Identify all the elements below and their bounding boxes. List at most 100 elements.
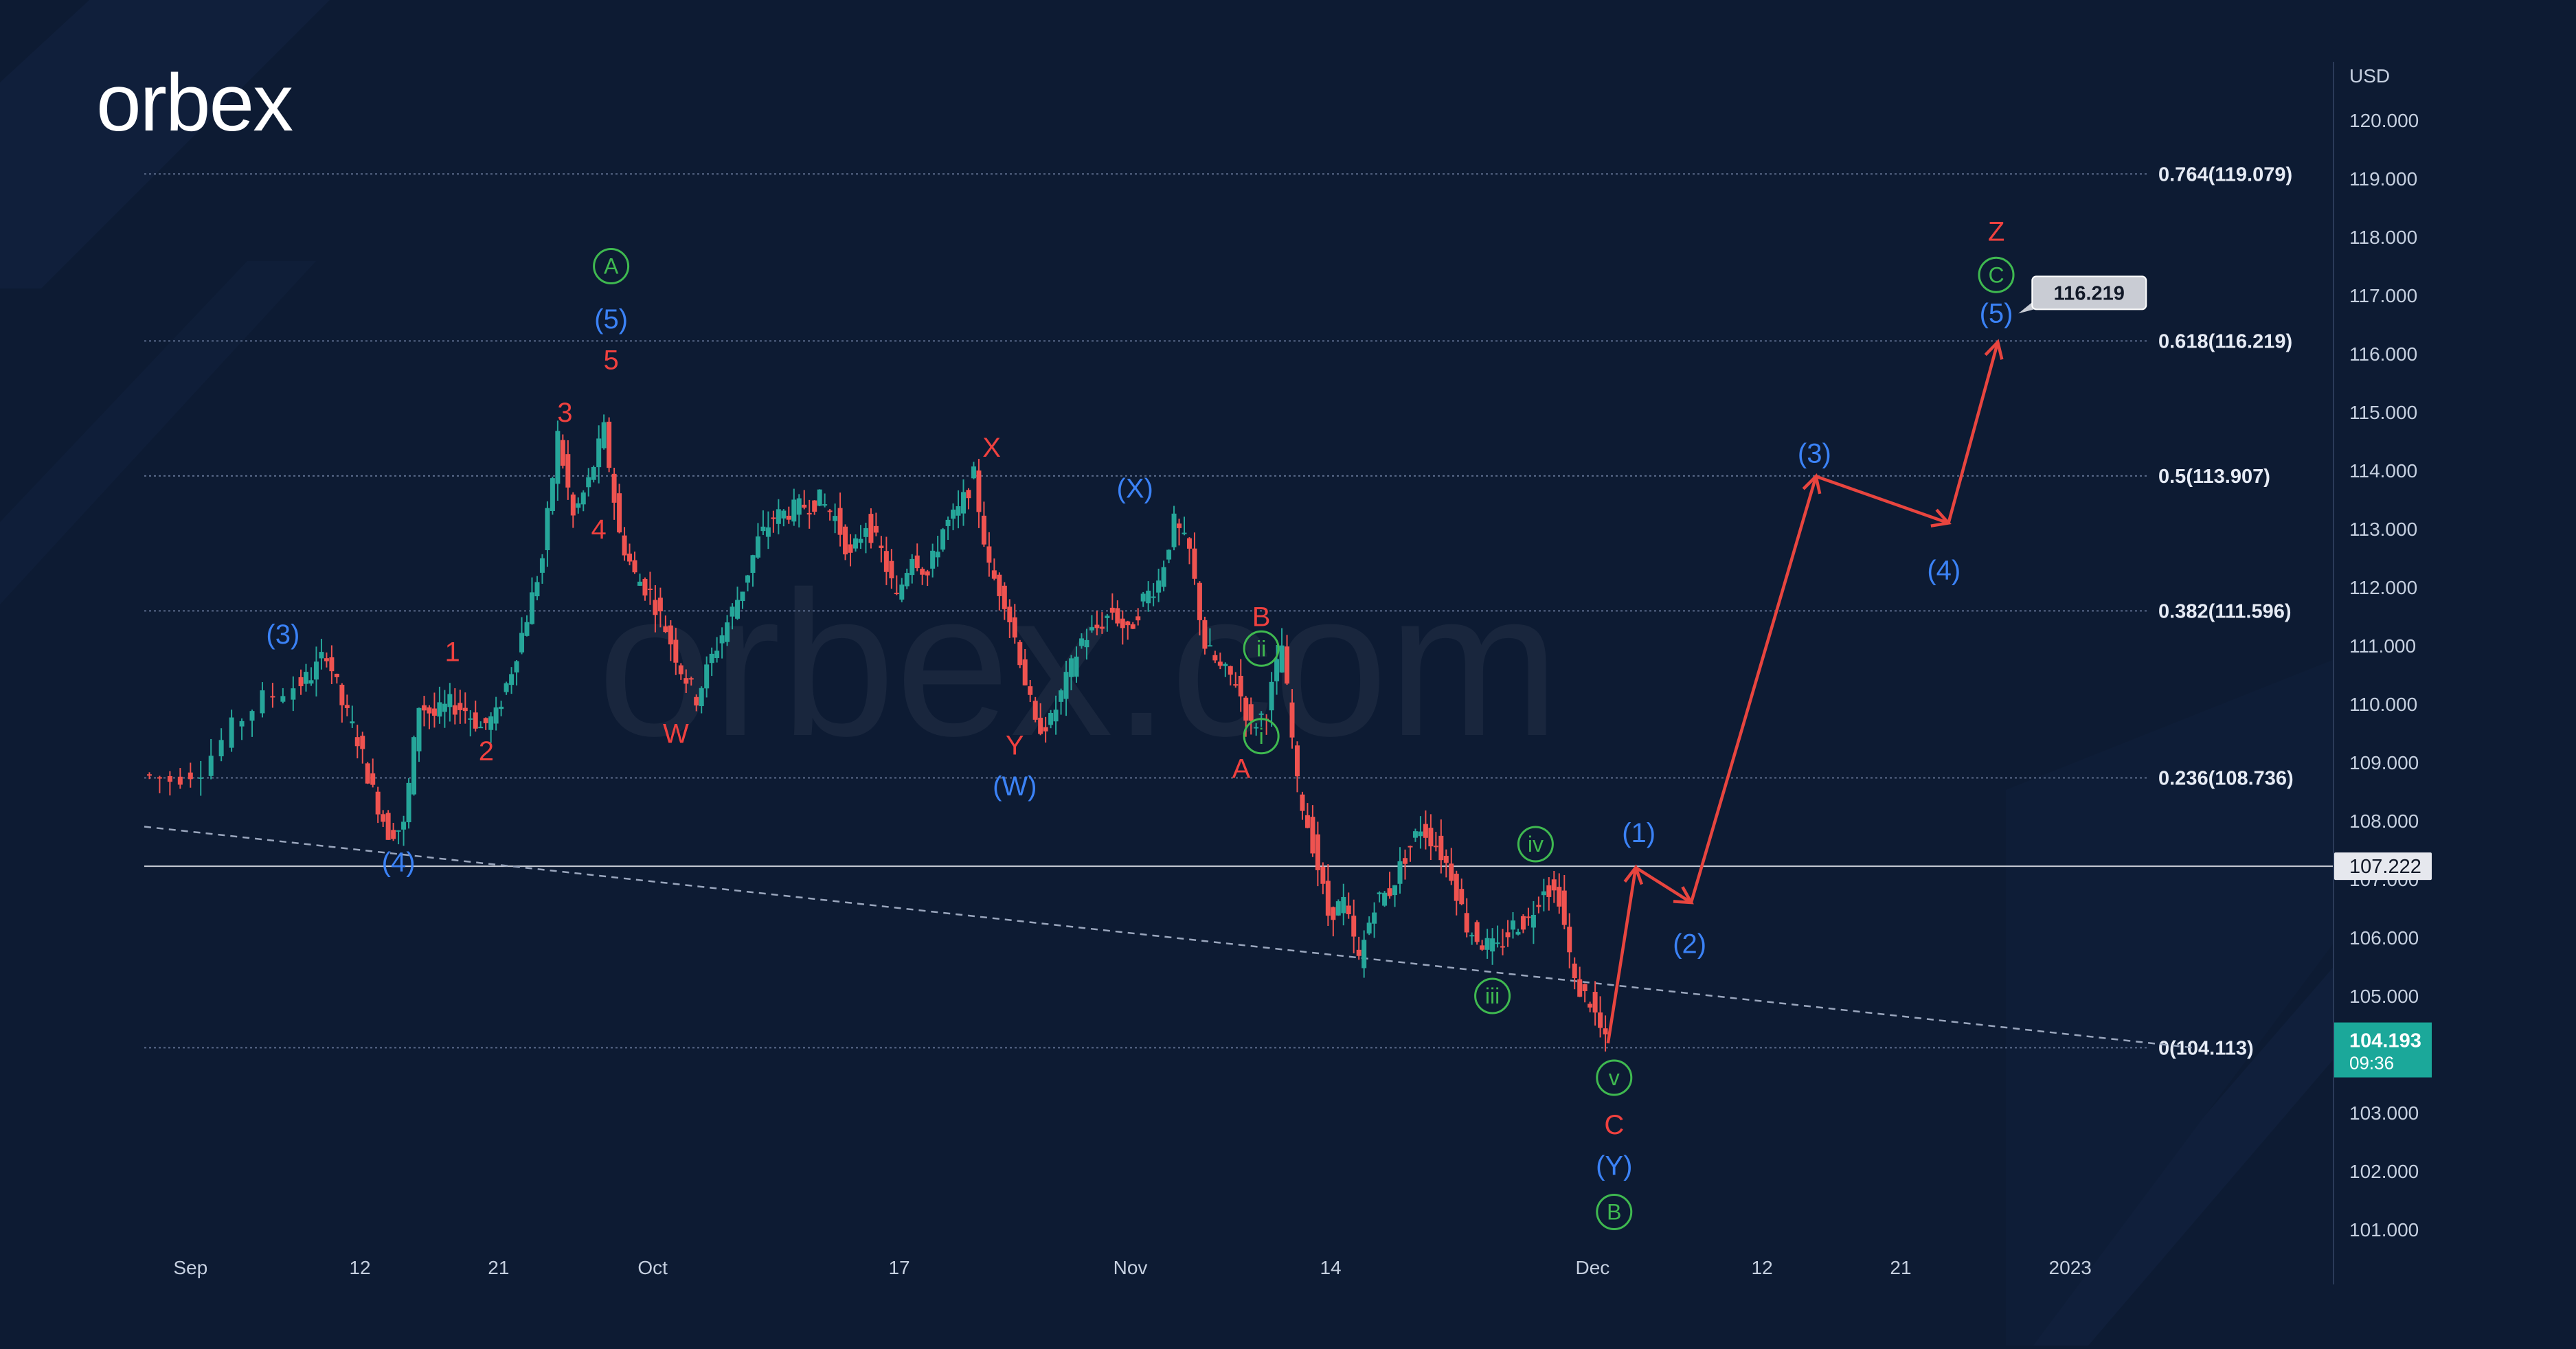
candle-body bbox=[329, 657, 335, 672]
y-tick-label: 115.000 bbox=[2349, 402, 2417, 423]
candle-body bbox=[657, 598, 663, 612]
candle-body bbox=[1402, 858, 1408, 864]
candle-body bbox=[883, 551, 889, 572]
candle-body bbox=[812, 500, 817, 512]
candle-body bbox=[1094, 624, 1100, 628]
y-tick-label: 114.000 bbox=[2349, 460, 2417, 481]
candle-body bbox=[421, 705, 427, 711]
wave-label-circle bbox=[1978, 256, 2015, 293]
candle-body bbox=[565, 454, 571, 488]
candle-body bbox=[1146, 590, 1151, 604]
candle-body bbox=[694, 696, 699, 706]
countdown-text: 09:36 bbox=[2349, 1053, 2394, 1074]
candle-body bbox=[1212, 655, 1218, 661]
candle-body bbox=[735, 600, 741, 619]
wave-label-circle bbox=[1243, 630, 1280, 667]
wave-label: A bbox=[1232, 754, 1251, 784]
y-tick-label: 109.000 bbox=[2349, 752, 2419, 773]
candle-body bbox=[956, 506, 961, 516]
candle-body bbox=[1017, 642, 1023, 666]
candle-body bbox=[591, 466, 596, 480]
candle-body bbox=[909, 558, 915, 576]
candle-body bbox=[1217, 661, 1223, 666]
wave-label: iii bbox=[1485, 984, 1500, 1008]
candle-body bbox=[940, 529, 946, 550]
candle-body bbox=[642, 578, 648, 596]
candle-body bbox=[1089, 627, 1094, 631]
candle-body bbox=[1032, 701, 1038, 720]
candle-body bbox=[617, 493, 622, 533]
wave-label: C bbox=[1988, 262, 2004, 287]
price-axis[interactable] bbox=[2334, 0, 2576, 1346]
candle-body bbox=[714, 650, 720, 659]
forecast-arrowhead bbox=[1984, 339, 2004, 360]
forecast-segment bbox=[1689, 475, 1818, 903]
candle-body bbox=[1418, 831, 1423, 837]
forecast-path[interactable] bbox=[1606, 339, 2004, 1044]
candle-body bbox=[280, 696, 286, 702]
candle-body bbox=[339, 684, 345, 705]
candle-body bbox=[699, 688, 704, 707]
y-tick-label: 105.000 bbox=[2349, 986, 2419, 1007]
candle-body bbox=[678, 665, 683, 674]
x-tick-label: 21 bbox=[1890, 1257, 1911, 1278]
candle-body bbox=[1074, 656, 1079, 677]
candle-body bbox=[1423, 824, 1428, 838]
candle-body bbox=[1335, 901, 1341, 916]
x-tick-label: Dec bbox=[1575, 1257, 1609, 1278]
candle-body bbox=[396, 830, 401, 832]
price-series bbox=[146, 414, 1608, 1052]
wave-label: Z bbox=[1988, 217, 2004, 247]
candle-body bbox=[1166, 549, 1172, 560]
trendline[interactable] bbox=[144, 826, 2194, 1049]
forecast-segment bbox=[1815, 475, 1950, 525]
candle-body bbox=[239, 721, 245, 727]
candle-body bbox=[925, 571, 930, 576]
candle-body bbox=[632, 560, 637, 573]
candle-body bbox=[637, 581, 642, 586]
candle-body bbox=[771, 517, 776, 519]
candle-body bbox=[776, 509, 781, 524]
candle-body bbox=[1588, 1004, 1593, 1008]
candle-body bbox=[1449, 863, 1454, 881]
x-axis-ticks: Sep 12 21 Oct 17 Nov 14 Dec 12 21 2023 bbox=[173, 1257, 2091, 1278]
candle-body bbox=[406, 782, 411, 823]
wave-label: 1 bbox=[444, 637, 460, 668]
wave-label: (Y) bbox=[1596, 1151, 1632, 1181]
candle-body bbox=[1197, 582, 1202, 620]
candle-body bbox=[879, 545, 884, 548]
candle-body bbox=[298, 677, 304, 687]
candle-body bbox=[1233, 684, 1239, 686]
x-tick-label: 12 bbox=[349, 1257, 370, 1278]
candle-body bbox=[580, 492, 586, 505]
candle-body bbox=[786, 515, 791, 520]
wave-label: 5 bbox=[603, 345, 618, 376]
fib-label: 0.5(113.907) bbox=[2158, 466, 2270, 488]
candle-body bbox=[1341, 896, 1346, 914]
candle-body bbox=[1397, 861, 1403, 884]
svg-text:orbex: orbex bbox=[96, 58, 293, 148]
candle-body bbox=[1151, 596, 1156, 598]
x-tick-label: 21 bbox=[488, 1257, 509, 1278]
candle-body bbox=[1140, 593, 1146, 602]
candle-body bbox=[1382, 892, 1388, 906]
candle-body bbox=[270, 696, 275, 698]
candle-body bbox=[1186, 538, 1192, 549]
y-tick-label: 111.000 bbox=[2349, 635, 2416, 657]
candle-body bbox=[1464, 913, 1469, 933]
candle-body bbox=[740, 591, 745, 602]
candle-body bbox=[462, 707, 468, 712]
candle-body bbox=[334, 673, 339, 677]
candle-body bbox=[1500, 946, 1506, 948]
candle-body bbox=[1495, 942, 1500, 944]
candle-body bbox=[1320, 866, 1326, 884]
candle-body bbox=[447, 694, 453, 707]
candle-body bbox=[1289, 702, 1295, 738]
candle-body bbox=[889, 560, 894, 578]
candle-body bbox=[833, 516, 838, 521]
candle-body bbox=[324, 658, 329, 661]
wave-label: B bbox=[1252, 602, 1271, 633]
candle-body bbox=[1310, 817, 1315, 854]
